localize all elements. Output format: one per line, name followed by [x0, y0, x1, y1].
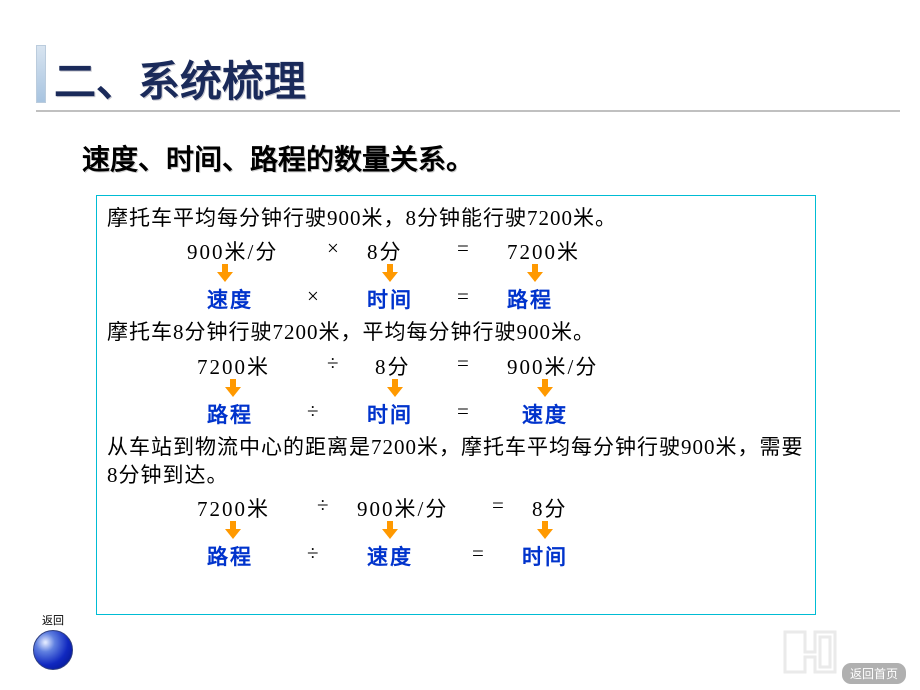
section-1: 摩托车平均每分钟行驶900米，8分钟能行驶7200米。 900米/分 × 8分 … [107, 204, 805, 312]
problem-text-3: 从车站到物流中心的距离是7200米，摩托车平均每分钟行驶900米，需要8分钟到达… [107, 433, 805, 490]
back-button-label: 返回 [30, 612, 76, 628]
f1-op1: × [307, 284, 321, 309]
f2-t1: 路程 [207, 399, 253, 429]
content-box: 摩托车平均每分钟行驶900米，8分钟能行驶7200米。 900米/分 × 8分 … [96, 195, 816, 615]
formula-3: 路程 ÷ 速度 = 时间 [107, 541, 805, 569]
eq2-op1: ÷ [327, 351, 341, 376]
eq1-t2: 8分 [367, 236, 403, 266]
down-arrow-icon [537, 379, 551, 397]
down-arrow-icon [387, 379, 401, 397]
formula-2: 路程 ÷ 时间 = 速度 [107, 399, 805, 427]
equation-3: 7200米 ÷ 900米/分 = 8分 [107, 493, 805, 521]
page-title: 二、系统梳理 [54, 48, 306, 109]
eq3-t1: 7200米 [197, 493, 270, 523]
down-arrow-icon [537, 521, 551, 539]
f2-t3: 速度 [522, 399, 568, 429]
down-arrow-icon [382, 264, 396, 282]
sphere-icon [33, 630, 73, 670]
down-arrow-icon [217, 264, 231, 282]
watermark-icon [780, 622, 850, 682]
f2-t2: 时间 [367, 399, 413, 429]
down-arrow-icon [527, 264, 541, 282]
arrows-3 [107, 521, 805, 541]
arrows-2 [107, 379, 805, 399]
eq2-t2: 8分 [375, 351, 411, 381]
f3-eq: = [472, 541, 486, 566]
eq3-t3: 8分 [532, 493, 568, 523]
subtitle: 速度、时间、路程的数量关系。 [82, 138, 474, 178]
equation-1: 900米/分 × 8分 = 7200米 [107, 236, 805, 264]
eq2-t1: 7200米 [197, 351, 270, 381]
f3-op1: ÷ [307, 541, 321, 566]
f3-t3: 时间 [522, 541, 568, 571]
eq1-eq: = [457, 236, 471, 261]
section-2: 摩托车8分钟行驶7200米，平均每分钟行驶900米。 7200米 ÷ 8分 = … [107, 318, 805, 426]
f3-t1: 路程 [207, 541, 253, 571]
eq1-t1: 900米/分 [187, 236, 278, 266]
f2-eq: = [457, 399, 471, 424]
eq3-t2: 900米/分 [357, 493, 448, 523]
equation-2: 7200米 ÷ 8分 = 900米/分 [107, 351, 805, 379]
eq3-eq: = [492, 493, 506, 518]
f2-op1: ÷ [307, 399, 321, 424]
eq2-t3: 900米/分 [507, 351, 598, 381]
f1-eq: = [457, 284, 471, 309]
home-link-button[interactable]: 返回首页 [842, 663, 906, 684]
down-arrow-icon [225, 379, 239, 397]
f1-t3: 路程 [507, 284, 553, 314]
eq2-eq: = [457, 351, 471, 376]
problem-text-2: 摩托车8分钟行驶7200米，平均每分钟行驶900米。 [107, 318, 805, 346]
title-underline [36, 110, 900, 112]
f1-t1: 速度 [207, 284, 253, 314]
arrows-1 [107, 264, 805, 284]
eq1-op1: × [327, 236, 341, 261]
back-button[interactable]: 返回 [30, 612, 76, 670]
down-arrow-icon [382, 521, 396, 539]
eq1-t3: 7200米 [507, 236, 580, 266]
eq3-op1: ÷ [317, 493, 331, 518]
problem-text-1: 摩托车平均每分钟行驶900米，8分钟能行驶7200米。 [107, 204, 805, 232]
section-3: 从车站到物流中心的距离是7200米，摩托车平均每分钟行驶900米，需要8分钟到达… [107, 433, 805, 570]
f3-t2: 速度 [367, 541, 413, 571]
down-arrow-icon [225, 521, 239, 539]
title-accent [36, 45, 46, 103]
f1-t2: 时间 [367, 284, 413, 314]
formula-1: 速度 × 时间 = 路程 [107, 284, 805, 312]
